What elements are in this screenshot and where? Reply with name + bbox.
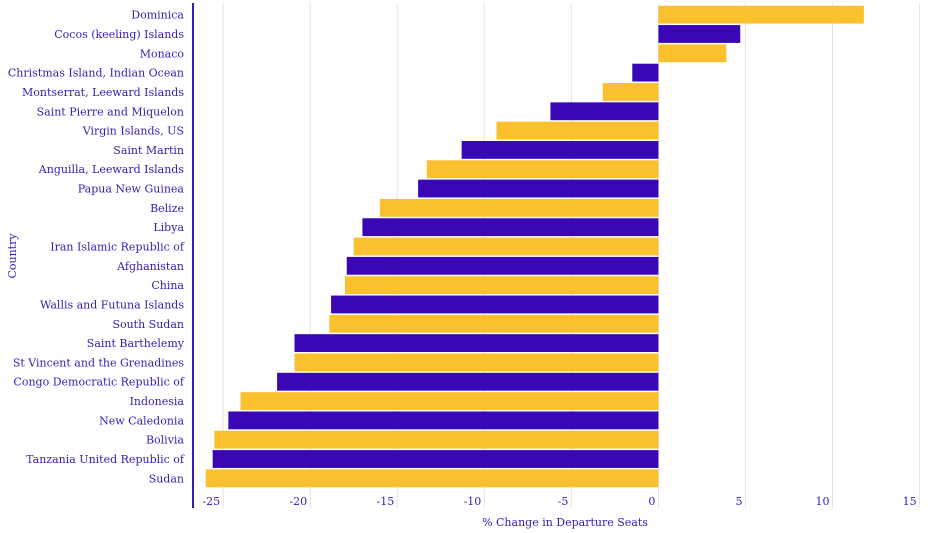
category-label: Iran Islamic Republic of bbox=[50, 241, 185, 254]
bar[interactable] bbox=[331, 295, 659, 314]
category-label: New Caledonia bbox=[99, 414, 184, 427]
bars bbox=[205, 5, 864, 488]
bar[interactable] bbox=[602, 83, 659, 101]
bar[interactable] bbox=[277, 372, 659, 391]
category-label: Sudan bbox=[149, 472, 184, 485]
category-labels: Dominica Cocos (keeling) Islands Monaco Chr… bbox=[8, 9, 185, 486]
category-label: Christmas Island, Indian Ocean bbox=[8, 67, 184, 80]
bar[interactable] bbox=[346, 256, 659, 275]
bar[interactable] bbox=[362, 218, 659, 237]
x-tick-label: -15 bbox=[377, 495, 395, 508]
bar[interactable] bbox=[418, 179, 659, 198]
category-label: Virgin Islands, US bbox=[82, 125, 184, 138]
bar[interactable] bbox=[658, 25, 741, 43]
category-label: Saint Martin bbox=[113, 144, 184, 157]
bar[interactable] bbox=[353, 237, 659, 256]
x-tick-label: -5 bbox=[558, 495, 569, 508]
category-label: China bbox=[151, 279, 184, 292]
category-label: St Vincent and the Grenadines bbox=[13, 356, 185, 369]
category-label: Wallis and Futuna Islands bbox=[40, 298, 184, 311]
category-label: Montserrat, Leeward Islands bbox=[22, 86, 184, 99]
category-label: Saint Pierre and Miquelon bbox=[37, 105, 184, 118]
x-tick-labels: -25 -20 -15 -10 -5 0 5 10 15 bbox=[202, 495, 916, 508]
category-label: Cocos (keeling) Islands bbox=[54, 28, 184, 41]
category-label: Anguilla, Leeward Islands bbox=[38, 163, 185, 176]
bar[interactable] bbox=[205, 469, 659, 488]
bar[interactable] bbox=[550, 102, 659, 121]
bar[interactable] bbox=[658, 5, 864, 24]
bar[interactable] bbox=[212, 450, 659, 468]
bar[interactable] bbox=[294, 334, 659, 353]
category-label: Indonesia bbox=[130, 395, 185, 408]
category-label: Monaco bbox=[140, 47, 185, 60]
bar[interactable] bbox=[426, 160, 659, 179]
category-label: Saint Barthelemy bbox=[87, 337, 185, 350]
bar[interactable] bbox=[658, 44, 727, 63]
x-tick-label: 0 bbox=[648, 495, 655, 508]
category-label: Afghanistan bbox=[116, 260, 184, 273]
x-tick-label: -10 bbox=[464, 495, 482, 508]
category-label: Belize bbox=[150, 202, 184, 215]
category-label: Bolivia bbox=[146, 434, 184, 447]
y-axis-title: Country bbox=[6, 233, 19, 279]
bar[interactable] bbox=[240, 392, 659, 410]
x-tick-label: 15 bbox=[903, 495, 917, 508]
bar[interactable] bbox=[228, 411, 659, 430]
bar[interactable] bbox=[461, 140, 659, 159]
x-tick-label: -25 bbox=[202, 495, 220, 508]
bar[interactable] bbox=[345, 276, 659, 295]
category-label: Congo Democratic Republic of bbox=[13, 376, 185, 389]
x-tick-label: -20 bbox=[289, 495, 307, 508]
category-label: Dominica bbox=[131, 9, 184, 22]
bar[interactable] bbox=[632, 63, 659, 82]
category-label: Tanzania United Republic of bbox=[26, 453, 185, 466]
bar[interactable] bbox=[379, 198, 659, 217]
bar[interactable] bbox=[496, 121, 659, 140]
category-label: South Sudan bbox=[112, 318, 184, 331]
bar[interactable] bbox=[329, 314, 659, 333]
category-label: Libya bbox=[153, 221, 184, 234]
bar[interactable] bbox=[214, 430, 659, 449]
x-tick-label: 5 bbox=[735, 495, 742, 508]
bar[interactable] bbox=[294, 353, 659, 372]
x-tick-label: 10 bbox=[816, 495, 830, 508]
category-label: Papua New Guinea bbox=[78, 183, 185, 196]
x-axis-title: % Change in Departure Seats bbox=[482, 516, 648, 529]
